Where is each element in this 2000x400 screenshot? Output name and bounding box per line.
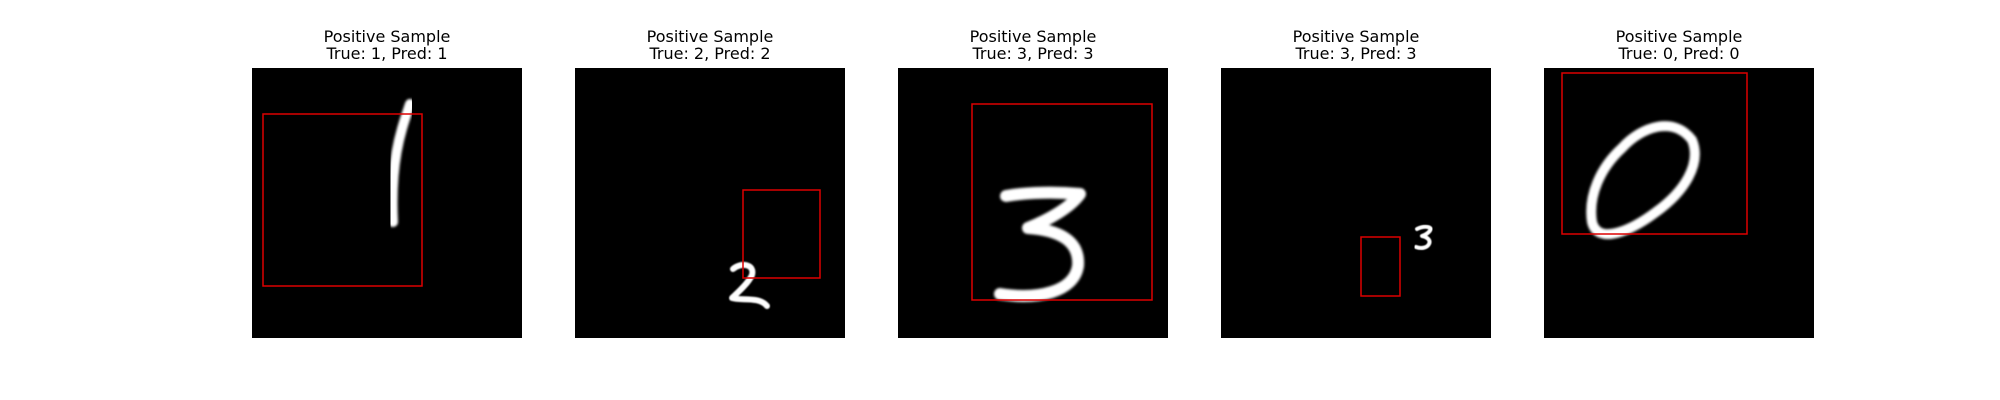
sample-panel-5: Positive Sample True: 0, Pred: 0 [1544, 0, 1814, 400]
panel-subtitle: True: 2, Pred: 2 [649, 44, 771, 63]
sample-image [575, 68, 845, 338]
sample-panel-4: Positive Sample True: 3, Pred: 3 [1221, 0, 1491, 400]
panel-heading: Positive Sample [323, 27, 451, 46]
panel-subtitle: True: 0, Pred: 0 [1618, 44, 1740, 63]
image-background [1221, 68, 1491, 338]
digit-three-glyph [994, 186, 1086, 302]
panel-heading: Positive Sample [969, 27, 1097, 46]
digit-zero-glyph [1586, 121, 1700, 240]
sample-image [898, 68, 1168, 338]
panel-subtitle: True: 3, Pred: 3 [1295, 44, 1417, 63]
panel-heading: Positive Sample [646, 27, 774, 46]
panel-title: Positive Sample True: 3, Pred: 3 [858, 28, 1208, 62]
panel-title: Positive Sample True: 3, Pred: 3 [1181, 28, 1531, 62]
digit-two-glyph [729, 261, 770, 309]
digit-one-glyph [387, 99, 415, 227]
bounding-box [742, 189, 821, 279]
sample-panel-3: Positive Sample True: 3, Pred: 3 [898, 0, 1168, 400]
panel-title: Positive Sample True: 0, Pred: 0 [1504, 28, 1854, 62]
bounding-box [262, 113, 423, 287]
sample-image [252, 68, 522, 338]
panel-heading: Positive Sample [1292, 27, 1420, 46]
panel-heading: Positive Sample [1615, 27, 1743, 46]
bounding-box [1561, 72, 1748, 235]
bounding-box [1360, 236, 1401, 297]
panel-subtitle: True: 1, Pred: 1 [326, 44, 448, 63]
sample-panel-1: Positive Sample True: 1, Pred: 1 [252, 0, 522, 400]
sample-image [1544, 68, 1814, 338]
digit-three-small-glyph [1414, 224, 1433, 250]
image-background [575, 68, 845, 338]
image-background [1544, 68, 1814, 338]
bounding-box [971, 103, 1153, 301]
sample-image [1221, 68, 1491, 338]
panel-title: Positive Sample True: 2, Pred: 2 [535, 28, 885, 62]
sample-panel-2: Positive Sample True: 2, Pred: 2 [575, 0, 845, 400]
panel-title: Positive Sample True: 1, Pred: 1 [212, 28, 562, 62]
panel-subtitle: True: 3, Pred: 3 [972, 44, 1094, 63]
image-background [252, 68, 522, 338]
